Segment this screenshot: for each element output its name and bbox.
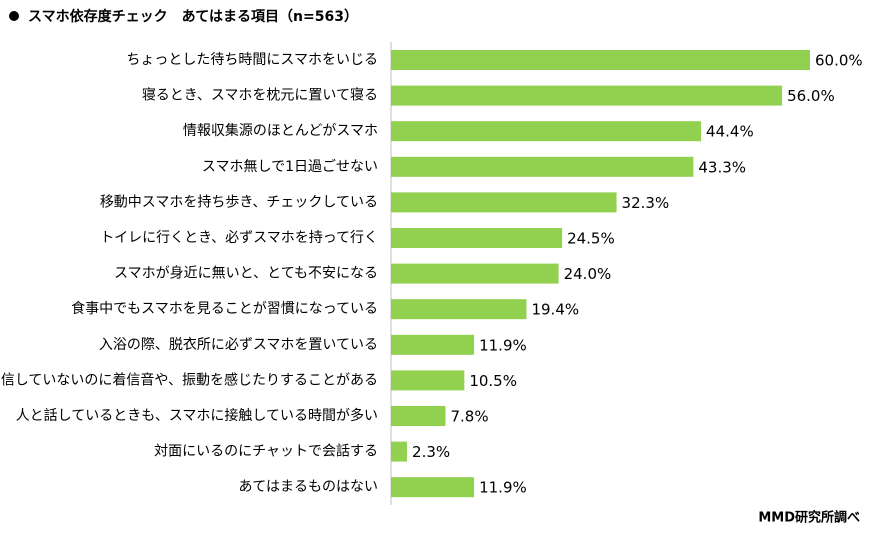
category-label: 入浴の際、脱衣所に必ずスマホを置いている bbox=[99, 337, 378, 353]
title-bullet bbox=[9, 11, 19, 21]
category-label: 寝るとき、スマホを枕元に置いて寝る bbox=[142, 87, 378, 104]
bar bbox=[391, 50, 810, 70]
source: MMD研究所調べ bbox=[758, 510, 860, 526]
bar bbox=[391, 121, 702, 142]
value-label: 44.4% bbox=[706, 123, 754, 141]
bar bbox=[391, 477, 475, 498]
value-label: 24.0% bbox=[564, 265, 612, 283]
bar bbox=[391, 370, 465, 391]
value-label: 32.3% bbox=[622, 194, 670, 212]
value-label: 10.5% bbox=[469, 372, 517, 390]
chart-title: スマホ依存度チェック あてはまる項目（n=563） bbox=[28, 8, 358, 25]
value-label: 24.5% bbox=[567, 230, 615, 248]
category-label: 着信していないのに着信音や、振動を感じたりすることがある bbox=[0, 371, 378, 388]
category-label: スマホ無しで1日過ごせない bbox=[202, 159, 378, 175]
bar bbox=[391, 228, 563, 248]
category-label: トイレに行くとき、必ずスマホを持って行く bbox=[100, 230, 378, 246]
bar bbox=[391, 334, 475, 355]
value-label: 19.4% bbox=[531, 301, 579, 319]
category-label: 対面にいるのにチャットで会話する bbox=[154, 443, 378, 460]
value-label: 43.3% bbox=[698, 158, 746, 176]
value-label: 60.0% bbox=[815, 52, 863, 70]
bar bbox=[391, 85, 783, 106]
category-label: 移動中スマホを持ち歩き、チェックしている bbox=[100, 194, 378, 210]
bar bbox=[391, 406, 446, 426]
value-label: 11.9% bbox=[479, 479, 527, 497]
bar bbox=[391, 263, 559, 284]
bar bbox=[391, 441, 408, 462]
value-label: 56.0% bbox=[787, 87, 835, 105]
category-label: ちょっとした待ち時間にスマホをいじる bbox=[126, 52, 378, 68]
category-label: 食事中でもスマホを見ることが習慣になっている bbox=[71, 300, 378, 317]
bar bbox=[391, 192, 617, 213]
bar bbox=[391, 299, 527, 320]
bar bbox=[391, 156, 694, 177]
value-label: 2.3% bbox=[412, 443, 450, 461]
category-label: 情報収集源のほとんどがスマホ bbox=[183, 122, 378, 139]
category-label: スマホが身近に無いと、とても不安になる bbox=[114, 266, 378, 282]
value-label: 7.8% bbox=[450, 408, 488, 426]
category-label: あてはまるものはない bbox=[239, 479, 378, 495]
value-label: 11.9% bbox=[479, 336, 527, 354]
category-label: 人と話しているときも、スマホに接触している時間が多い bbox=[16, 407, 378, 424]
